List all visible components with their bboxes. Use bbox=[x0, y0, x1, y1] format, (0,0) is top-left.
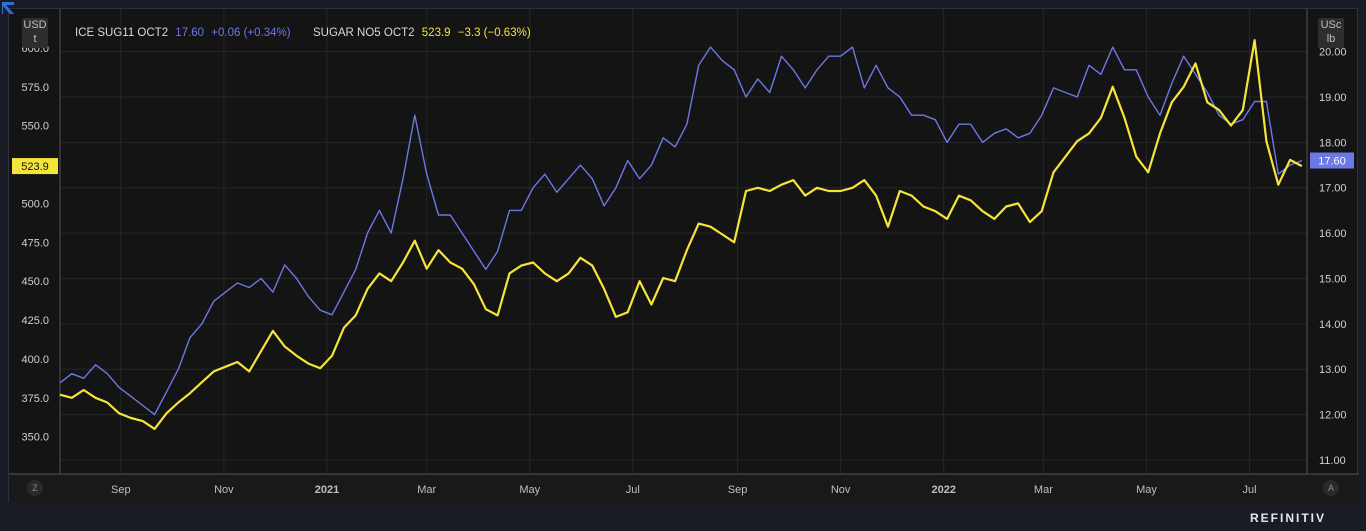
x-tick-label: Jul bbox=[1243, 484, 1257, 496]
legend-series2-name[interactable]: SUGAR NO5 OCT2 bbox=[312, 27, 415, 39]
legend-series2-last: 523.9 bbox=[421, 27, 451, 39]
legend-series2-change: −3.3 (−0.63%) bbox=[457, 27, 531, 39]
x-tick-label: Sep bbox=[728, 484, 748, 496]
x-tick-label: May bbox=[1136, 484, 1157, 496]
auto-scale-button[interactable]: A bbox=[1323, 480, 1339, 496]
y-left-tick-label: 375.0 bbox=[21, 393, 49, 405]
legend: ICE SUG11 OCT2 17.60 +0.06 (+0.34%) SUGA… bbox=[75, 27, 535, 39]
legend-series1-change: +0.06 (+0.34%) bbox=[211, 27, 291, 39]
y-right-tick-label: 15.00 bbox=[1319, 273, 1347, 285]
last-value-left-label: 523.9 bbox=[21, 161, 49, 173]
right-unit-box[interactable]: USc lb bbox=[1318, 18, 1344, 48]
y-left-tick-label: 425.0 bbox=[21, 315, 49, 327]
x-tick-label: May bbox=[519, 484, 540, 496]
y-left-tick-label: 475.0 bbox=[21, 237, 49, 249]
series-line-no5 bbox=[59, 39, 1303, 430]
x-tick-label: 2021 bbox=[315, 484, 339, 496]
right-unit-currency: USc bbox=[1320, 19, 1342, 31]
refinitiv-logo-icon bbox=[2, 2, 14, 14]
left-unit-currency: USD bbox=[23, 19, 47, 31]
left-unit-weight: t bbox=[33, 33, 37, 45]
x-tick-label: Mar bbox=[417, 484, 436, 496]
y-left-tick-label: 350.0 bbox=[21, 432, 49, 444]
brand-wordmark: REFINITIV bbox=[1249, 511, 1326, 525]
right-unit-weight: lb bbox=[1326, 33, 1336, 45]
y-left-tick-label: 500.0 bbox=[21, 198, 49, 210]
plot-area bbox=[60, 9, 1307, 474]
chart-frame: Sep Nov 2021 Mar May Jul Sep Nov 2022 Mar May Jul 11… bbox=[8, 8, 1359, 503]
y-right-tick-label: 19.00 bbox=[1319, 92, 1347, 104]
y-right-tick-label: 14.00 bbox=[1319, 319, 1347, 331]
y-left-tick-label: 575.0 bbox=[21, 82, 49, 94]
y-left-tick-label: 550.0 bbox=[21, 121, 49, 133]
y-right-tick-label: 17.00 bbox=[1319, 183, 1347, 195]
y-left-tick-label: 450.0 bbox=[21, 276, 49, 288]
y-right-tick-label: 12.00 bbox=[1319, 410, 1347, 422]
legend-series1-last: 17.60 bbox=[175, 27, 205, 39]
zoom-reset-button[interactable]: Z bbox=[27, 480, 43, 496]
x-tick-label: Jul bbox=[626, 484, 640, 496]
last-value-right-badge bbox=[1310, 152, 1354, 169]
y-right-tick-label: 16.00 bbox=[1319, 228, 1347, 240]
x-tick-label: Mar bbox=[1034, 484, 1053, 496]
y-right-tick-label: 20.00 bbox=[1319, 47, 1347, 59]
left-unit-box[interactable]: USD t bbox=[22, 18, 48, 48]
y-right-tick-label: 18.00 bbox=[1319, 137, 1347, 149]
x-tick-label: Nov bbox=[831, 484, 851, 496]
x-tick-label: 2022 bbox=[931, 484, 955, 496]
series-line-sug11 bbox=[59, 46, 1303, 416]
chart-canvas[interactable]: Sep Nov 2021 Mar May Jul Sep Nov 2022 Mar May Jul 11… bbox=[9, 9, 1359, 503]
last-value-right-label: 17.60 bbox=[1318, 156, 1346, 168]
y-right-tick-label: 13.00 bbox=[1319, 364, 1347, 376]
legend-series1-name[interactable]: ICE SUG11 OCT2 bbox=[75, 27, 169, 39]
y-left-tick-label: 400.0 bbox=[21, 354, 49, 366]
x-tick-label: Sep bbox=[111, 484, 131, 496]
last-value-left-badge bbox=[12, 158, 58, 175]
time-axis-band bbox=[9, 474, 1359, 503]
x-tick-label: Nov bbox=[214, 484, 234, 496]
y-right-tick-label: 11.00 bbox=[1319, 455, 1346, 467]
